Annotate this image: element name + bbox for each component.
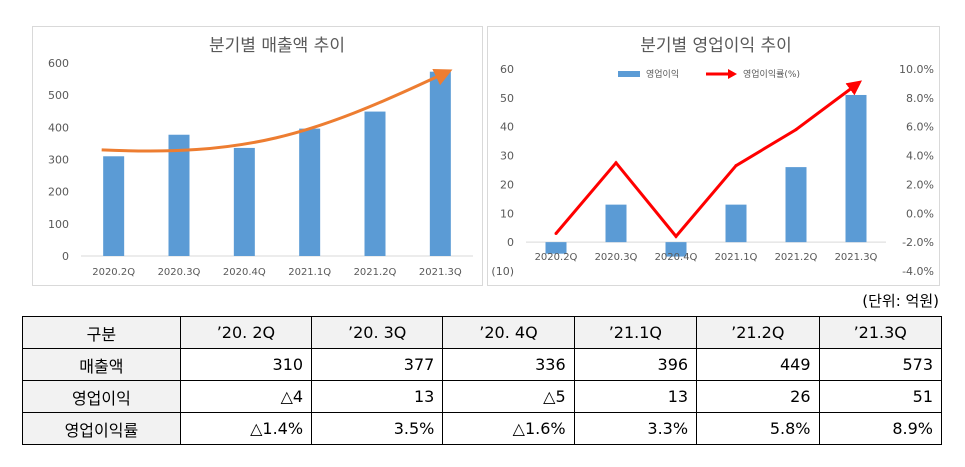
y-tick-label: 600	[48, 57, 69, 70]
quarterly-table: 구분 ’20. 2Q ’20. 3Q ’20. 4Q ’21.1Q ’21.2Q…	[22, 316, 942, 445]
table-header-cell: ’21.1Q	[573, 316, 698, 349]
margin-point	[554, 231, 558, 235]
table-cell: △1.4%	[179, 412, 313, 445]
table-cell: 13	[311, 380, 444, 413]
table-cell: 573	[818, 348, 942, 381]
revenue-bar	[168, 134, 190, 256]
x-tick-label: 2021.1Q	[715, 252, 758, 263]
legend-label-operating-profit: 영업이익	[646, 68, 679, 80]
revenue-bar	[299, 128, 321, 256]
revenue-bar	[233, 147, 255, 256]
margin-point	[794, 128, 798, 132]
x-tick-label: 2021.2Q	[354, 267, 397, 278]
y-left-tick-label: 30	[500, 150, 514, 163]
y-right-tick-label: -2.0%	[902, 236, 934, 249]
x-tick-label: 2020.2Q	[92, 267, 135, 278]
revenue-chart: 분기별 매출액 추이 0 100 200 300 400 500 600 2020.2Q 2020…	[48, 36, 473, 278]
table-cell: 396	[573, 348, 698, 381]
revenue-bar	[103, 156, 125, 256]
x-tick-label: 2020.4Q	[223, 267, 266, 278]
table-cell: 449	[696, 348, 820, 381]
table-cell: △4	[179, 380, 313, 413]
chart-title: 분기별 매출액 추이	[209, 36, 345, 56]
table-header-cell: ’20. 4Q	[442, 316, 575, 349]
x-tick-label: 2021.1Q	[288, 267, 331, 278]
y-left-tick-label: 0	[507, 236, 514, 249]
x-tick-label: 2020.2Q	[535, 252, 578, 263]
revenue-bar	[364, 111, 386, 257]
unit-note: (단위: 억원)	[862, 292, 939, 310]
y-tick-label: 500	[48, 89, 69, 102]
table-header-cell: 구분	[22, 316, 181, 349]
table-cell: 3.5%	[311, 412, 444, 445]
y-tick-label: 100	[48, 218, 69, 231]
y-right-tick-label: 0.0%	[906, 207, 934, 220]
margin-point	[734, 164, 738, 168]
table-cell: 8.9%	[818, 412, 942, 445]
y-tick-label: 300	[48, 154, 69, 167]
table-row: 영업이익 △4 13 △5 13 26 51	[22, 380, 942, 413]
x-tick-label: 2020.3Q	[158, 267, 201, 278]
y-left-tick-label: 10	[500, 207, 514, 220]
table-cell: △5	[442, 380, 575, 413]
y-right-tick-label: 4.0%	[906, 150, 934, 163]
row-label: 매출액	[22, 348, 181, 381]
table-row: 매출액 310 377 336 396 449 573	[22, 348, 942, 381]
row-label: 영업이익	[22, 380, 181, 413]
legend-label-margin: 영업이익률(%)	[743, 68, 800, 80]
table-header-row: 구분 ’20. 2Q ’20. 3Q ’20. 4Q ’21.1Q ’21.2Q…	[22, 316, 942, 349]
table-header-cell: ’20. 3Q	[311, 316, 444, 349]
margin-point	[614, 161, 618, 165]
operating-profit-bar	[785, 167, 807, 243]
y-left-tick-label: 50	[500, 92, 514, 105]
x-tick-label: 2021.3Q	[835, 252, 878, 263]
table-cell: 336	[442, 348, 575, 381]
revenue-bar	[429, 71, 451, 256]
legend-arrow-icon	[728, 69, 737, 79]
table-cell: 26	[696, 380, 820, 413]
y-left-tick-label: (10)	[491, 265, 514, 278]
revenue-chart-panel: 분기별 매출액 추이 0 100 200 300 400 500 600 2020.2Q 2020…	[32, 26, 483, 286]
operating-profit-bar	[545, 242, 567, 254]
legend-swatch-operating-profit	[618, 71, 640, 77]
margin-line	[554, 80, 863, 239]
margin-point	[674, 234, 678, 238]
y-right-tick-label: 10.0%	[899, 63, 934, 76]
x-tick-label: 2020.4Q	[655, 252, 698, 263]
y-right-tick-label: 2.0%	[906, 178, 934, 191]
y-right-tick-label: -4.0%	[902, 265, 934, 278]
y-left-tick-label: 40	[500, 121, 514, 134]
table-cell: 13	[573, 380, 698, 413]
x-tick-label: 2020.3Q	[595, 252, 638, 263]
table-cell: 51	[818, 380, 942, 413]
operating-profit-bar	[605, 204, 627, 243]
table-header-cell: ’20. 2Q	[179, 316, 313, 349]
row-label: 영업이익률	[22, 412, 181, 445]
operating-profit-bar	[665, 242, 687, 257]
table-cell: 377	[311, 348, 444, 381]
margin-point	[854, 83, 858, 87]
table-cell: 3.3%	[573, 412, 698, 445]
x-tick-label: 2021.3Q	[419, 267, 462, 278]
table-cell: 310	[179, 348, 313, 381]
table-row: 영업이익률 △1.4% 3.5% △1.6% 3.3% 5.8% 8.9%	[22, 412, 942, 445]
y-tick-label: 200	[48, 186, 69, 199]
operating-profit-bar	[725, 204, 747, 243]
y-tick-label: 400	[48, 121, 69, 134]
table-cell: △1.6%	[442, 412, 575, 445]
y-right-tick-label: 8.0%	[906, 92, 934, 105]
y-left-tick-label: 20	[500, 178, 514, 191]
trend-arrow	[101, 69, 453, 153]
table-header-cell: ’21.3Q	[818, 316, 942, 349]
y-right-tick-label: 6.0%	[906, 121, 934, 134]
y-tick-label: 0	[62, 250, 69, 263]
x-tick-label: 2021.2Q	[775, 252, 818, 263]
operating-profit-bar	[845, 94, 867, 243]
chart-title: 분기별 영업이익 추이	[640, 36, 792, 56]
y-left-tick-label: 60	[500, 63, 514, 76]
table-cell: 5.8%	[696, 412, 820, 445]
table-header-cell: ’21.2Q	[696, 316, 820, 349]
